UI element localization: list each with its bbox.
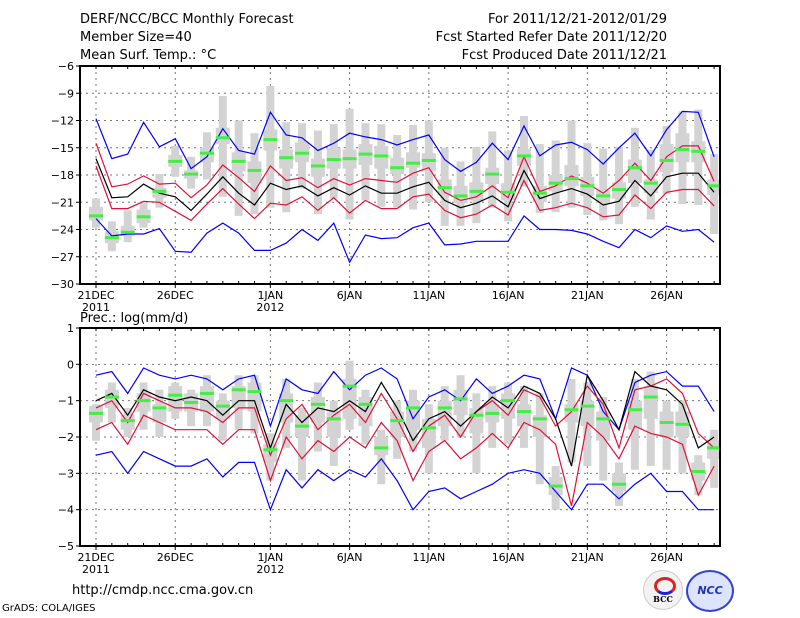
ncc-logo-text: NCC	[697, 584, 723, 597]
temp-ytick-label: −24	[51, 224, 74, 237]
temp-box	[215, 127, 230, 145]
forecast-produced-date: Fcst Produced Date 2011/12/21	[461, 48, 667, 63]
forecast-period: For 2011/12/21-2012/01/29	[488, 12, 667, 27]
temp-ytick-label: −15	[51, 142, 74, 155]
prec-ytick-label: −1	[58, 395, 74, 408]
temp-xtick-label: 26JAN	[650, 289, 683, 302]
ncc-logo: NCC	[686, 570, 734, 612]
prec-box	[532, 415, 547, 437]
temp-box	[247, 161, 262, 184]
chart-title: DERF/NCC/BCC Monthly Forecast	[80, 12, 294, 27]
temp-whisker-bar	[535, 144, 544, 214]
prec-box	[659, 411, 674, 437]
prec-box	[231, 386, 246, 408]
temp-xtick-label: 2011	[82, 301, 110, 314]
temp-xtick-label: 21DEC	[77, 289, 114, 302]
prec-ytick-label: −2	[58, 431, 74, 444]
temp-ytick-label: −12	[51, 115, 74, 128]
prec-box	[421, 418, 436, 448]
temp-ytick-label: −9	[58, 87, 74, 100]
temp-xtick-label: 21JAN	[571, 289, 604, 302]
prec-ytick-label: 1	[67, 322, 74, 335]
bcc-logo-text: BCC	[653, 594, 673, 604]
prec-box	[390, 411, 405, 437]
prec-xtick-label: 21DEC	[77, 551, 114, 564]
temp-std-lower-line	[95, 165, 715, 222]
temp-whisker-bar	[567, 120, 576, 208]
temp-xtick-label: 16JAN	[492, 289, 525, 302]
temp-box	[675, 133, 690, 163]
temp-box	[390, 157, 405, 175]
prec-std-upper-line	[95, 378, 715, 457]
prec-whisker-bar	[298, 407, 307, 481]
bcc-logo: BCC	[643, 570, 683, 610]
prec-ytick-label: −4	[58, 504, 74, 517]
prec-std-lower-line	[95, 414, 715, 507]
temp-ytick-label: −27	[51, 251, 74, 264]
prec-ytick-label: −3	[58, 467, 74, 480]
prec-min-line	[95, 450, 715, 512]
prec-box	[612, 473, 627, 492]
prec-box	[136, 393, 151, 412]
variable-label: Mean Surf. Temp.: °C	[80, 48, 217, 63]
prec-box	[310, 397, 325, 423]
temp-ytick-label: −18	[51, 169, 74, 182]
prec-ytick-label: −5	[58, 540, 74, 553]
prec-plot-frame	[79, 327, 721, 547]
prec-xtick-label: 26DEC	[157, 551, 194, 564]
prec-panel-title: Prec.: log(mm/d)	[80, 311, 188, 326]
temp-xtick-label: 26DEC	[157, 289, 194, 302]
prec-box	[516, 404, 531, 427]
temp-xtick-label: 2012	[256, 301, 284, 314]
prec-max-line	[95, 367, 715, 431]
temp-min-line	[95, 214, 715, 264]
bcc-logo-swirl-icon	[654, 577, 676, 595]
prec-xtick-label: 2011	[82, 563, 110, 576]
temp-box	[89, 206, 103, 221]
temp-whisker-bar	[218, 95, 227, 197]
prec-box	[215, 400, 230, 419]
temp-ytick-label: −30	[51, 278, 74, 291]
prec-mean-line	[95, 370, 715, 467]
member-size: Member Size=40	[80, 30, 192, 45]
temp-mean-line	[95, 158, 715, 212]
temp-box	[627, 159, 642, 184]
grads-credit: GrADS: COLA/IGES	[2, 603, 96, 614]
prec-box	[168, 386, 183, 412]
prec-box	[199, 386, 214, 412]
temp-box	[421, 153, 436, 172]
temp-std-upper-line	[95, 142, 715, 202]
prec-box	[104, 389, 119, 408]
temp-max-line	[95, 110, 715, 173]
prec-box	[374, 437, 389, 456]
prec-box	[643, 386, 658, 419]
temp-xtick-label: 11JAN	[412, 289, 445, 302]
prec-xtick-label: 26JAN	[650, 551, 683, 564]
temp-ytick-label: −6	[58, 60, 74, 73]
temp-box	[659, 144, 674, 173]
prec-whisker-bar	[535, 393, 544, 485]
temp-box	[406, 152, 420, 168]
prec-ytick-label: 0	[67, 358, 74, 371]
prec-box	[247, 382, 262, 412]
temp-whisker-bar	[599, 148, 608, 221]
prec-xtick-label: 21JAN	[571, 551, 604, 564]
prec-xtick-label: 2012	[256, 563, 284, 576]
temp-xtick-label: 6JAN	[337, 289, 363, 302]
temp-box	[485, 167, 500, 185]
temp-box	[310, 158, 325, 177]
temp-xtick-label: 1JAN	[257, 289, 283, 302]
prec-xtick-label: 6JAN	[337, 551, 363, 564]
prec-xtick-label: 16JAN	[492, 551, 525, 564]
temp-ytick-label: −21	[51, 196, 74, 209]
prec-box	[627, 400, 642, 430]
forecast-started-date: Fcst Started Refer Date 2011/12/20	[435, 30, 667, 45]
temp-plot-frame	[79, 65, 721, 285]
source-url[interactable]: http://cmdp.ncc.cma.gov.cn	[72, 583, 254, 598]
prec-xtick-label: 11JAN	[412, 551, 445, 564]
prec-box	[564, 404, 579, 423]
prec-whisker-bar	[377, 429, 386, 485]
prec-xtick-label: 1JAN	[257, 551, 283, 564]
